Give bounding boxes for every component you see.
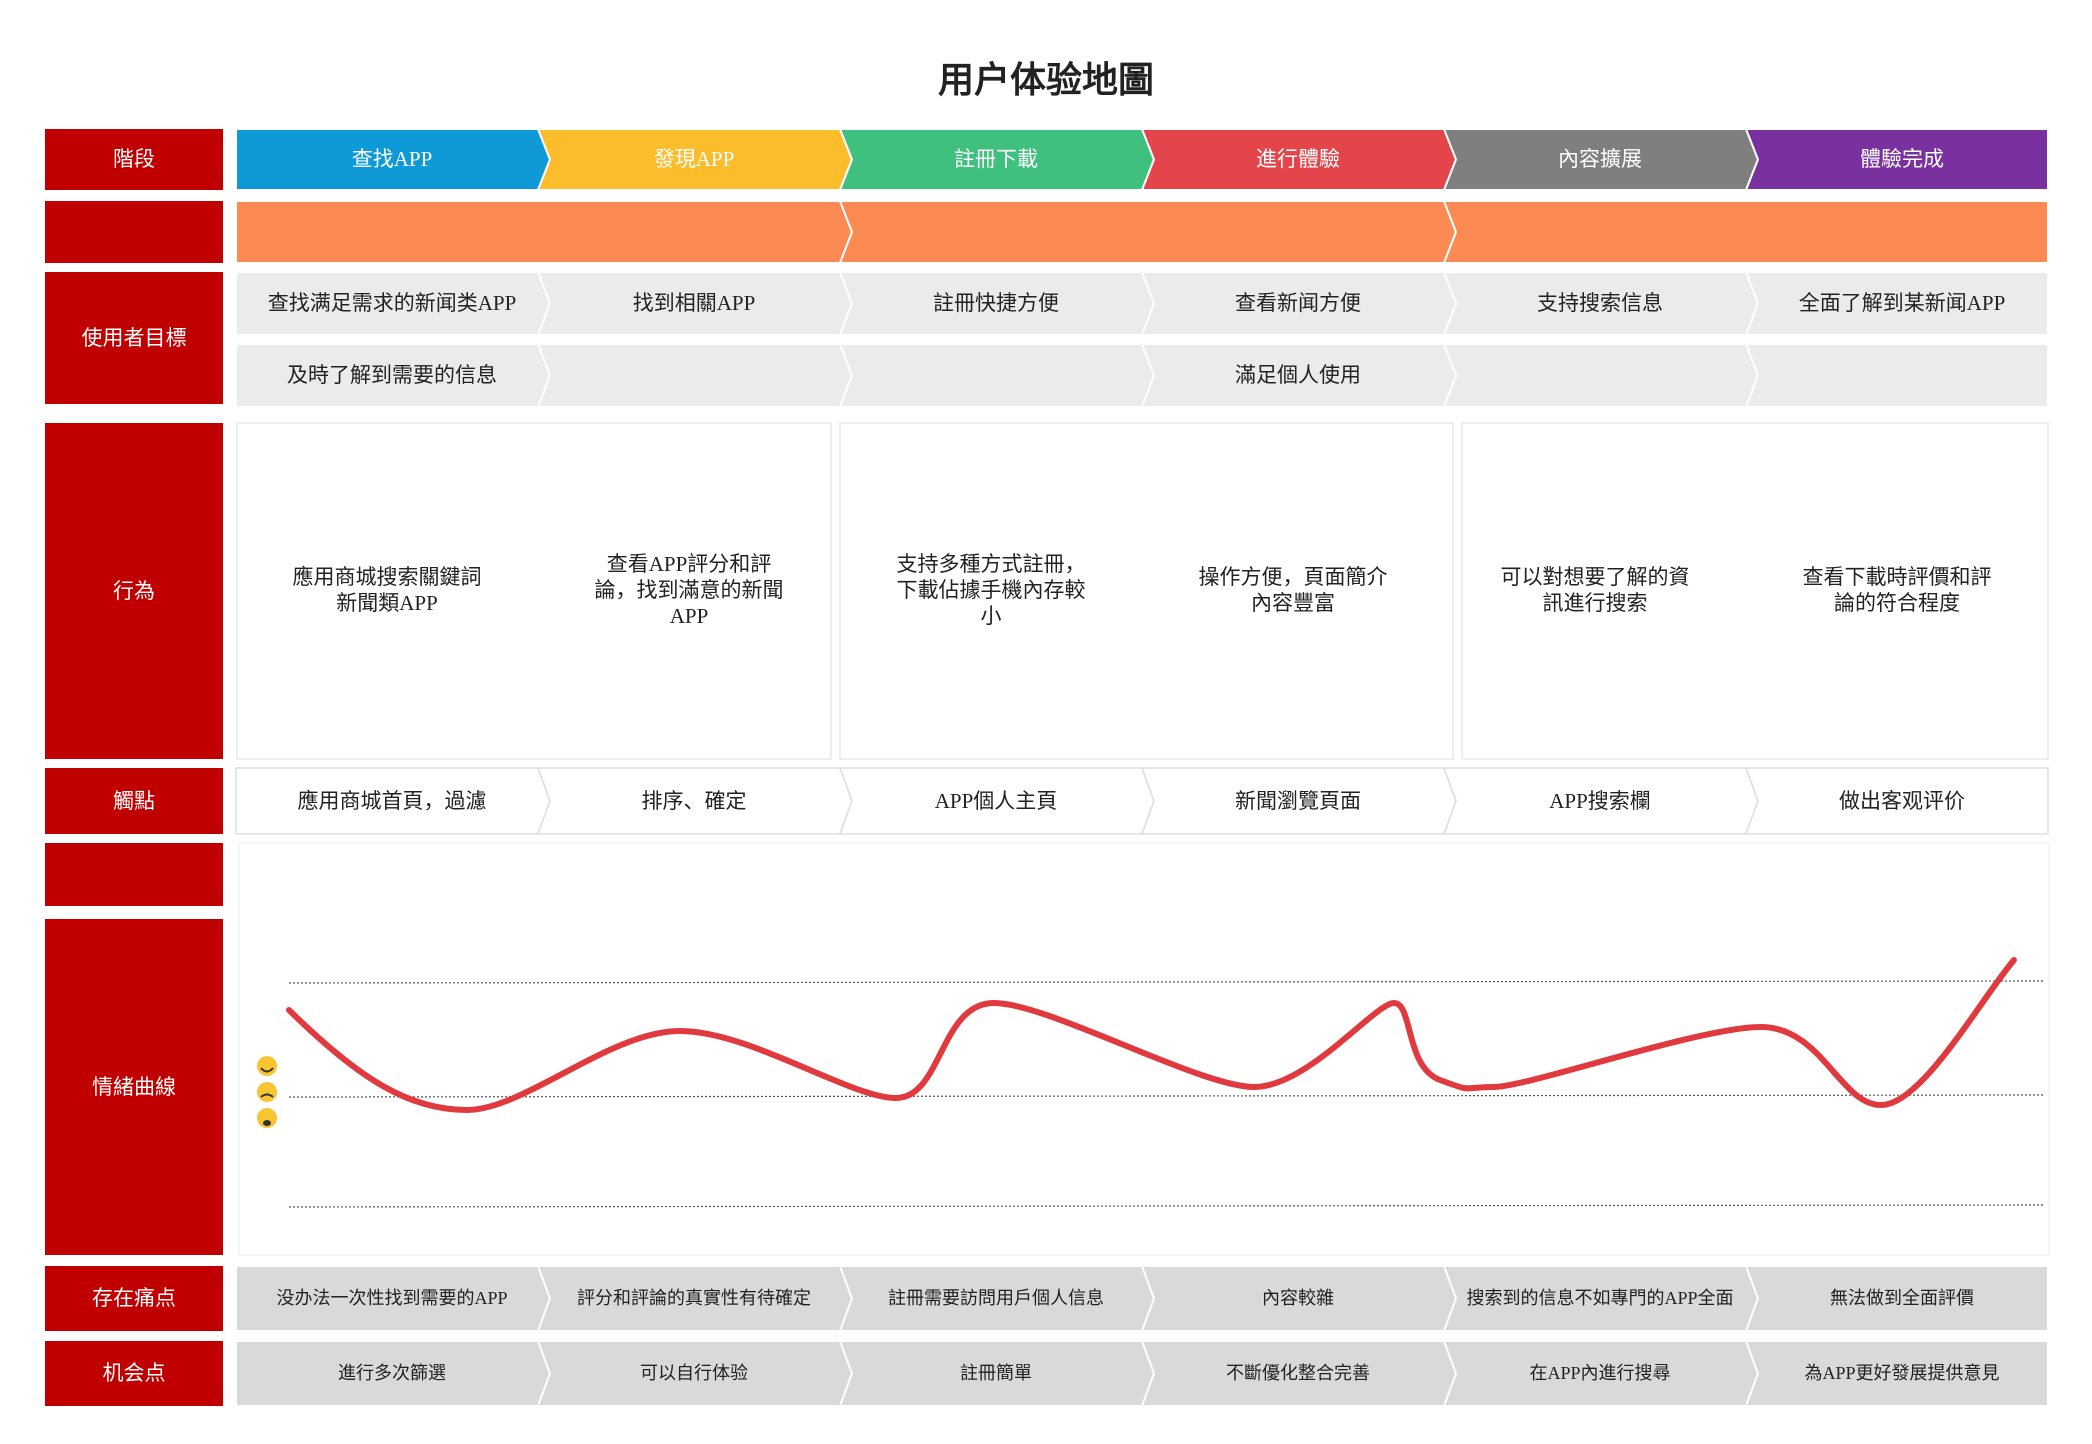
action: 支持多種方式註冊，下載佔據手機內存較小 xyxy=(896,551,1086,629)
chevron xyxy=(1744,1340,2049,1407)
pain-point: 搜索到的信息不如專門的APP全面 xyxy=(1466,1288,1734,1309)
row-label: 情緒曲線 xyxy=(45,919,223,1255)
goal: 註冊快捷方便 xyxy=(933,291,1059,316)
chevron xyxy=(1744,343,2049,408)
chevron xyxy=(1744,1265,2049,1332)
row-label: 机会点 xyxy=(45,1341,223,1406)
pain-point: 無法做到全面評價 xyxy=(1830,1288,1974,1309)
touchpoint: APP個人主頁 xyxy=(934,788,1058,813)
title: 用户体验地圖 xyxy=(937,59,1154,100)
goal: 及時了解到需要的信息 xyxy=(287,363,497,388)
stage-name: 註冊下載 xyxy=(954,147,1038,172)
emotion-curve xyxy=(286,957,2017,1114)
opportunity: 為APP更好發展提供意見 xyxy=(1804,1363,2000,1384)
emotion-box xyxy=(238,842,2050,1256)
action-group xyxy=(1461,422,2049,760)
chevron xyxy=(235,200,854,264)
emoji-icons xyxy=(257,1056,277,1128)
row-label-blank xyxy=(45,201,223,263)
opportunity: 不斷優化整合完善 xyxy=(1226,1363,1370,1384)
pain-point: 註冊需要訪問用戶個人信息 xyxy=(888,1288,1104,1309)
action: 應用商城搜索關鍵詞新聞類APP xyxy=(292,564,482,615)
row-label: 存在痛点 xyxy=(45,1266,223,1331)
guide-lines xyxy=(288,980,2046,1208)
action-group xyxy=(236,422,832,760)
opportunity: 註冊簡單 xyxy=(960,1363,1032,1384)
chevron xyxy=(1744,767,2049,835)
touchpoint: 應用商城首頁，過濾 xyxy=(297,788,487,813)
goal: 查看新闻方便 xyxy=(1235,291,1361,316)
goal: 找到相關APP xyxy=(632,291,756,316)
opportunity: 進行多次篩選 xyxy=(338,1363,446,1384)
row-label: 階段 xyxy=(45,129,223,190)
opportunity: 在APP內進行搜尋 xyxy=(1529,1363,1671,1384)
stage-name: 查找APP xyxy=(351,147,433,172)
chevron xyxy=(838,343,1156,408)
action-group xyxy=(839,422,1454,760)
stage-name: 發現APP xyxy=(653,147,735,172)
stage-name: 內容擴展 xyxy=(1558,147,1642,172)
opportunity: 可以自行体验 xyxy=(640,1363,748,1384)
touchpoint: APP搜索欄 xyxy=(1549,788,1651,813)
chevron xyxy=(1744,128,2049,191)
row-label: 觸點 xyxy=(45,768,223,834)
chevron xyxy=(1442,200,2049,264)
chevron xyxy=(1442,343,1760,408)
stage-name: 體驗完成 xyxy=(1860,147,1944,172)
row-label: 使用者目標 xyxy=(45,272,223,404)
chevron xyxy=(536,343,854,408)
action: 查看下載時評價和評論的符合程度 xyxy=(1802,564,1992,615)
row-label-blank xyxy=(45,843,223,906)
goal: 全面了解到某新闻APP xyxy=(1798,291,2006,316)
goal: 滿足個人使用 xyxy=(1235,363,1361,388)
touchpoint: 排序、確定 xyxy=(641,788,747,813)
goal: 支持搜索信息 xyxy=(1537,291,1663,316)
chevron xyxy=(1744,271,2049,336)
stage-name: 進行體驗 xyxy=(1256,147,1340,172)
row-label: 行為 xyxy=(45,423,223,759)
pain-point: 內容較雜 xyxy=(1262,1288,1334,1309)
action: 查看APP評分和評論，找到滿意的新聞APP xyxy=(594,551,784,629)
touchpoint: 新聞瀏覽頁面 xyxy=(1235,788,1361,813)
chevron xyxy=(838,200,1458,264)
touchpoint: 做出客观评价 xyxy=(1839,788,1965,813)
action: 操作方便，頁面簡介內容豐富 xyxy=(1198,564,1388,615)
action: 可以對想要了解的資訊進行搜索 xyxy=(1500,564,1690,615)
pain-point: 評分和評論的真實性有待確定 xyxy=(577,1288,811,1309)
pain-point: 没办法一次性找到需要的APP xyxy=(276,1288,508,1309)
goal: 查找满足需求的新闻类APP xyxy=(267,291,517,316)
